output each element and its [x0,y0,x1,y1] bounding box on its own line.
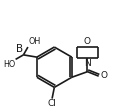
Text: B: B [16,44,23,54]
Text: Cl: Cl [48,99,57,108]
Text: O: O [100,71,107,80]
Text: N: N [84,59,91,68]
Text: HO: HO [3,60,15,69]
Text: O: O [84,37,91,46]
Text: OH: OH [28,38,41,46]
